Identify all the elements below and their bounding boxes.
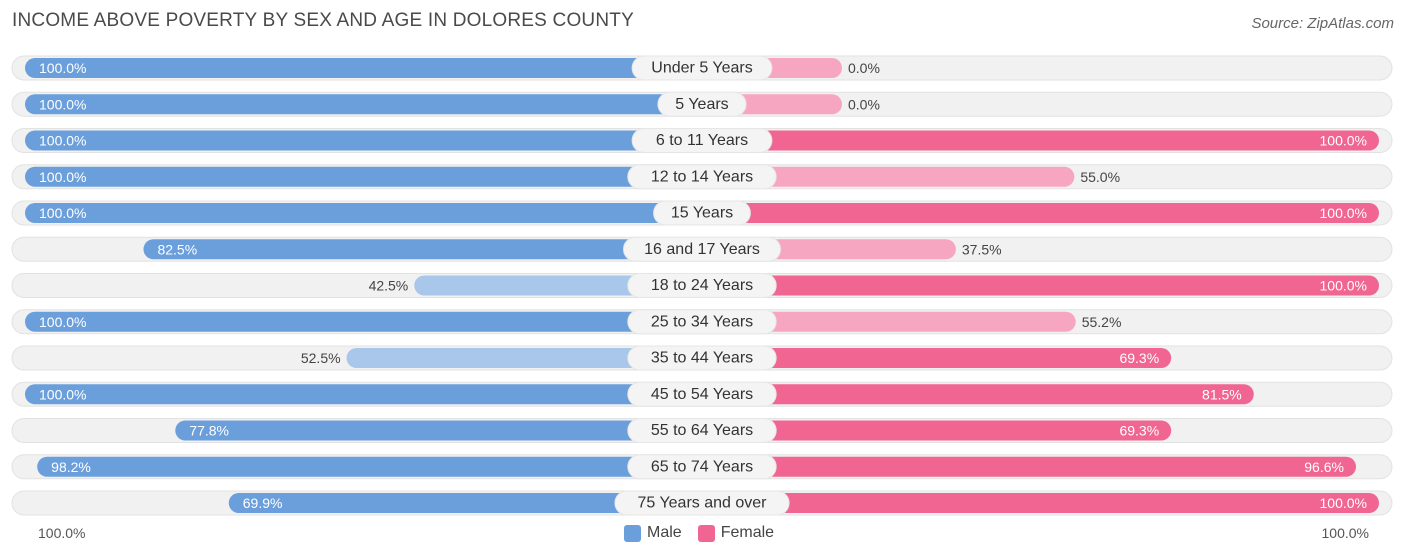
- male-bar: [25, 203, 702, 223]
- female-bar: [702, 275, 1379, 296]
- category-pill: [627, 273, 777, 298]
- category-label: 75 Years and over: [638, 495, 768, 512]
- category-label: 55 to 64 Years: [651, 422, 753, 439]
- female-value-label: 55.0%: [1080, 169, 1120, 185]
- category-label: 35 to 44 Years: [651, 350, 753, 367]
- female-bar: [702, 311, 1076, 332]
- category-label: 6 to 11 Years: [656, 132, 748, 149]
- category-label: 45 to 54 Years: [651, 386, 753, 403]
- legend-swatch-male: [624, 524, 641, 542]
- chart-title: INCOME ABOVE POVERTY BY SEX AND AGE IN D…: [12, 10, 634, 31]
- female-bar: [702, 456, 1356, 477]
- category-label: 25 to 34 Years: [651, 313, 753, 330]
- category-label: 65 to 74 Years: [651, 458, 753, 475]
- category-pill: [657, 91, 747, 117]
- category-pill: [623, 236, 781, 262]
- female-value-label: 69.3%: [1119, 423, 1159, 439]
- female-value-label: 81.5%: [1202, 386, 1242, 402]
- male-value-label: 100.0%: [39, 169, 86, 185]
- legend-label-male: Male: [647, 524, 682, 541]
- female-bar: [702, 420, 1172, 441]
- male-bar: [25, 130, 702, 151]
- category-label: 18 to 24 Years: [651, 277, 753, 294]
- female-value-label: 96.6%: [1304, 459, 1344, 475]
- legend-item-male: Male: [624, 524, 682, 542]
- female-value-label: 100.0%: [1320, 495, 1367, 511]
- female-value-label: 55.2%: [1082, 314, 1122, 330]
- male-bar: [25, 384, 702, 405]
- female-value-label: 37.5%: [962, 241, 1002, 257]
- female-bar: [702, 384, 1254, 405]
- male-value-label: 100.0%: [39, 205, 86, 221]
- female-bar: [702, 203, 1379, 223]
- legend-label-female: Female: [720, 524, 775, 541]
- axis-right-label: 100.0%: [1321, 525, 1369, 541]
- male-bar: [37, 456, 703, 477]
- female-value-label: 0.0%: [848, 60, 880, 76]
- category-label: 16 and 17 Years: [644, 241, 760, 258]
- female-value-label: 69.3%: [1119, 350, 1159, 366]
- male-bar: [143, 239, 703, 260]
- category-pill: [627, 381, 777, 407]
- male-bar: [175, 420, 702, 441]
- male-value-label: 98.2%: [51, 459, 91, 475]
- category-pill: [627, 309, 777, 335]
- male-value-label: 42.5%: [369, 278, 409, 294]
- female-bar: [702, 348, 1172, 368]
- female-value-label: 0.0%: [848, 96, 880, 112]
- category-pill: [627, 454, 777, 480]
- male-value-label: 52.5%: [301, 350, 341, 366]
- male-value-label: 82.5%: [157, 241, 197, 257]
- female-value-label: 100.0%: [1320, 278, 1367, 294]
- male-bar: [228, 493, 703, 513]
- female-bar: [702, 493, 1379, 513]
- female-value-label: 100.0%: [1320, 205, 1367, 221]
- male-bar: [25, 311, 702, 332]
- female-value-label: 100.0%: [1320, 133, 1367, 149]
- male-value-label: 100.0%: [39, 133, 86, 149]
- category-label: 15 Years: [671, 205, 733, 222]
- category-pill: [631, 128, 773, 153]
- bar-chart: 100.0% 0.0% Under 5 Years 100.0% 0.0% 5 Years…: [11, 55, 1393, 516]
- axis-left-label: 100.0%: [38, 525, 86, 541]
- female-bar: [702, 166, 1075, 187]
- legend-item-female: Female: [697, 524, 775, 542]
- category-pill: [627, 418, 777, 443]
- category-label: 5 Years: [675, 96, 728, 113]
- male-value-label: 100.0%: [39, 386, 86, 402]
- category-pill: [631, 55, 773, 81]
- source-label: Source: ZipAtlas.com: [1251, 15, 1394, 32]
- male-value-label: 100.0%: [39, 96, 86, 112]
- male-value-label: 69.9%: [243, 495, 283, 511]
- category-label: 12 to 14 Years: [651, 168, 753, 185]
- male-bar: [25, 166, 702, 187]
- male-value-label: 77.8%: [189, 423, 229, 439]
- category-label: Under 5 Years: [651, 60, 752, 77]
- legend-swatch-female: [697, 524, 715, 542]
- male-value-label: 100.0%: [39, 314, 86, 330]
- male-bar: [25, 58, 702, 78]
- male-bar: [25, 94, 702, 115]
- category-pill: [627, 345, 777, 371]
- male-bar: [346, 348, 702, 368]
- category-pill: [614, 490, 790, 516]
- female-bar: [702, 130, 1379, 151]
- legend: Male Female: [624, 524, 790, 542]
- category-pill: [627, 164, 777, 190]
- category-pill: [653, 200, 751, 226]
- male-value-label: 100.0%: [39, 60, 86, 76]
